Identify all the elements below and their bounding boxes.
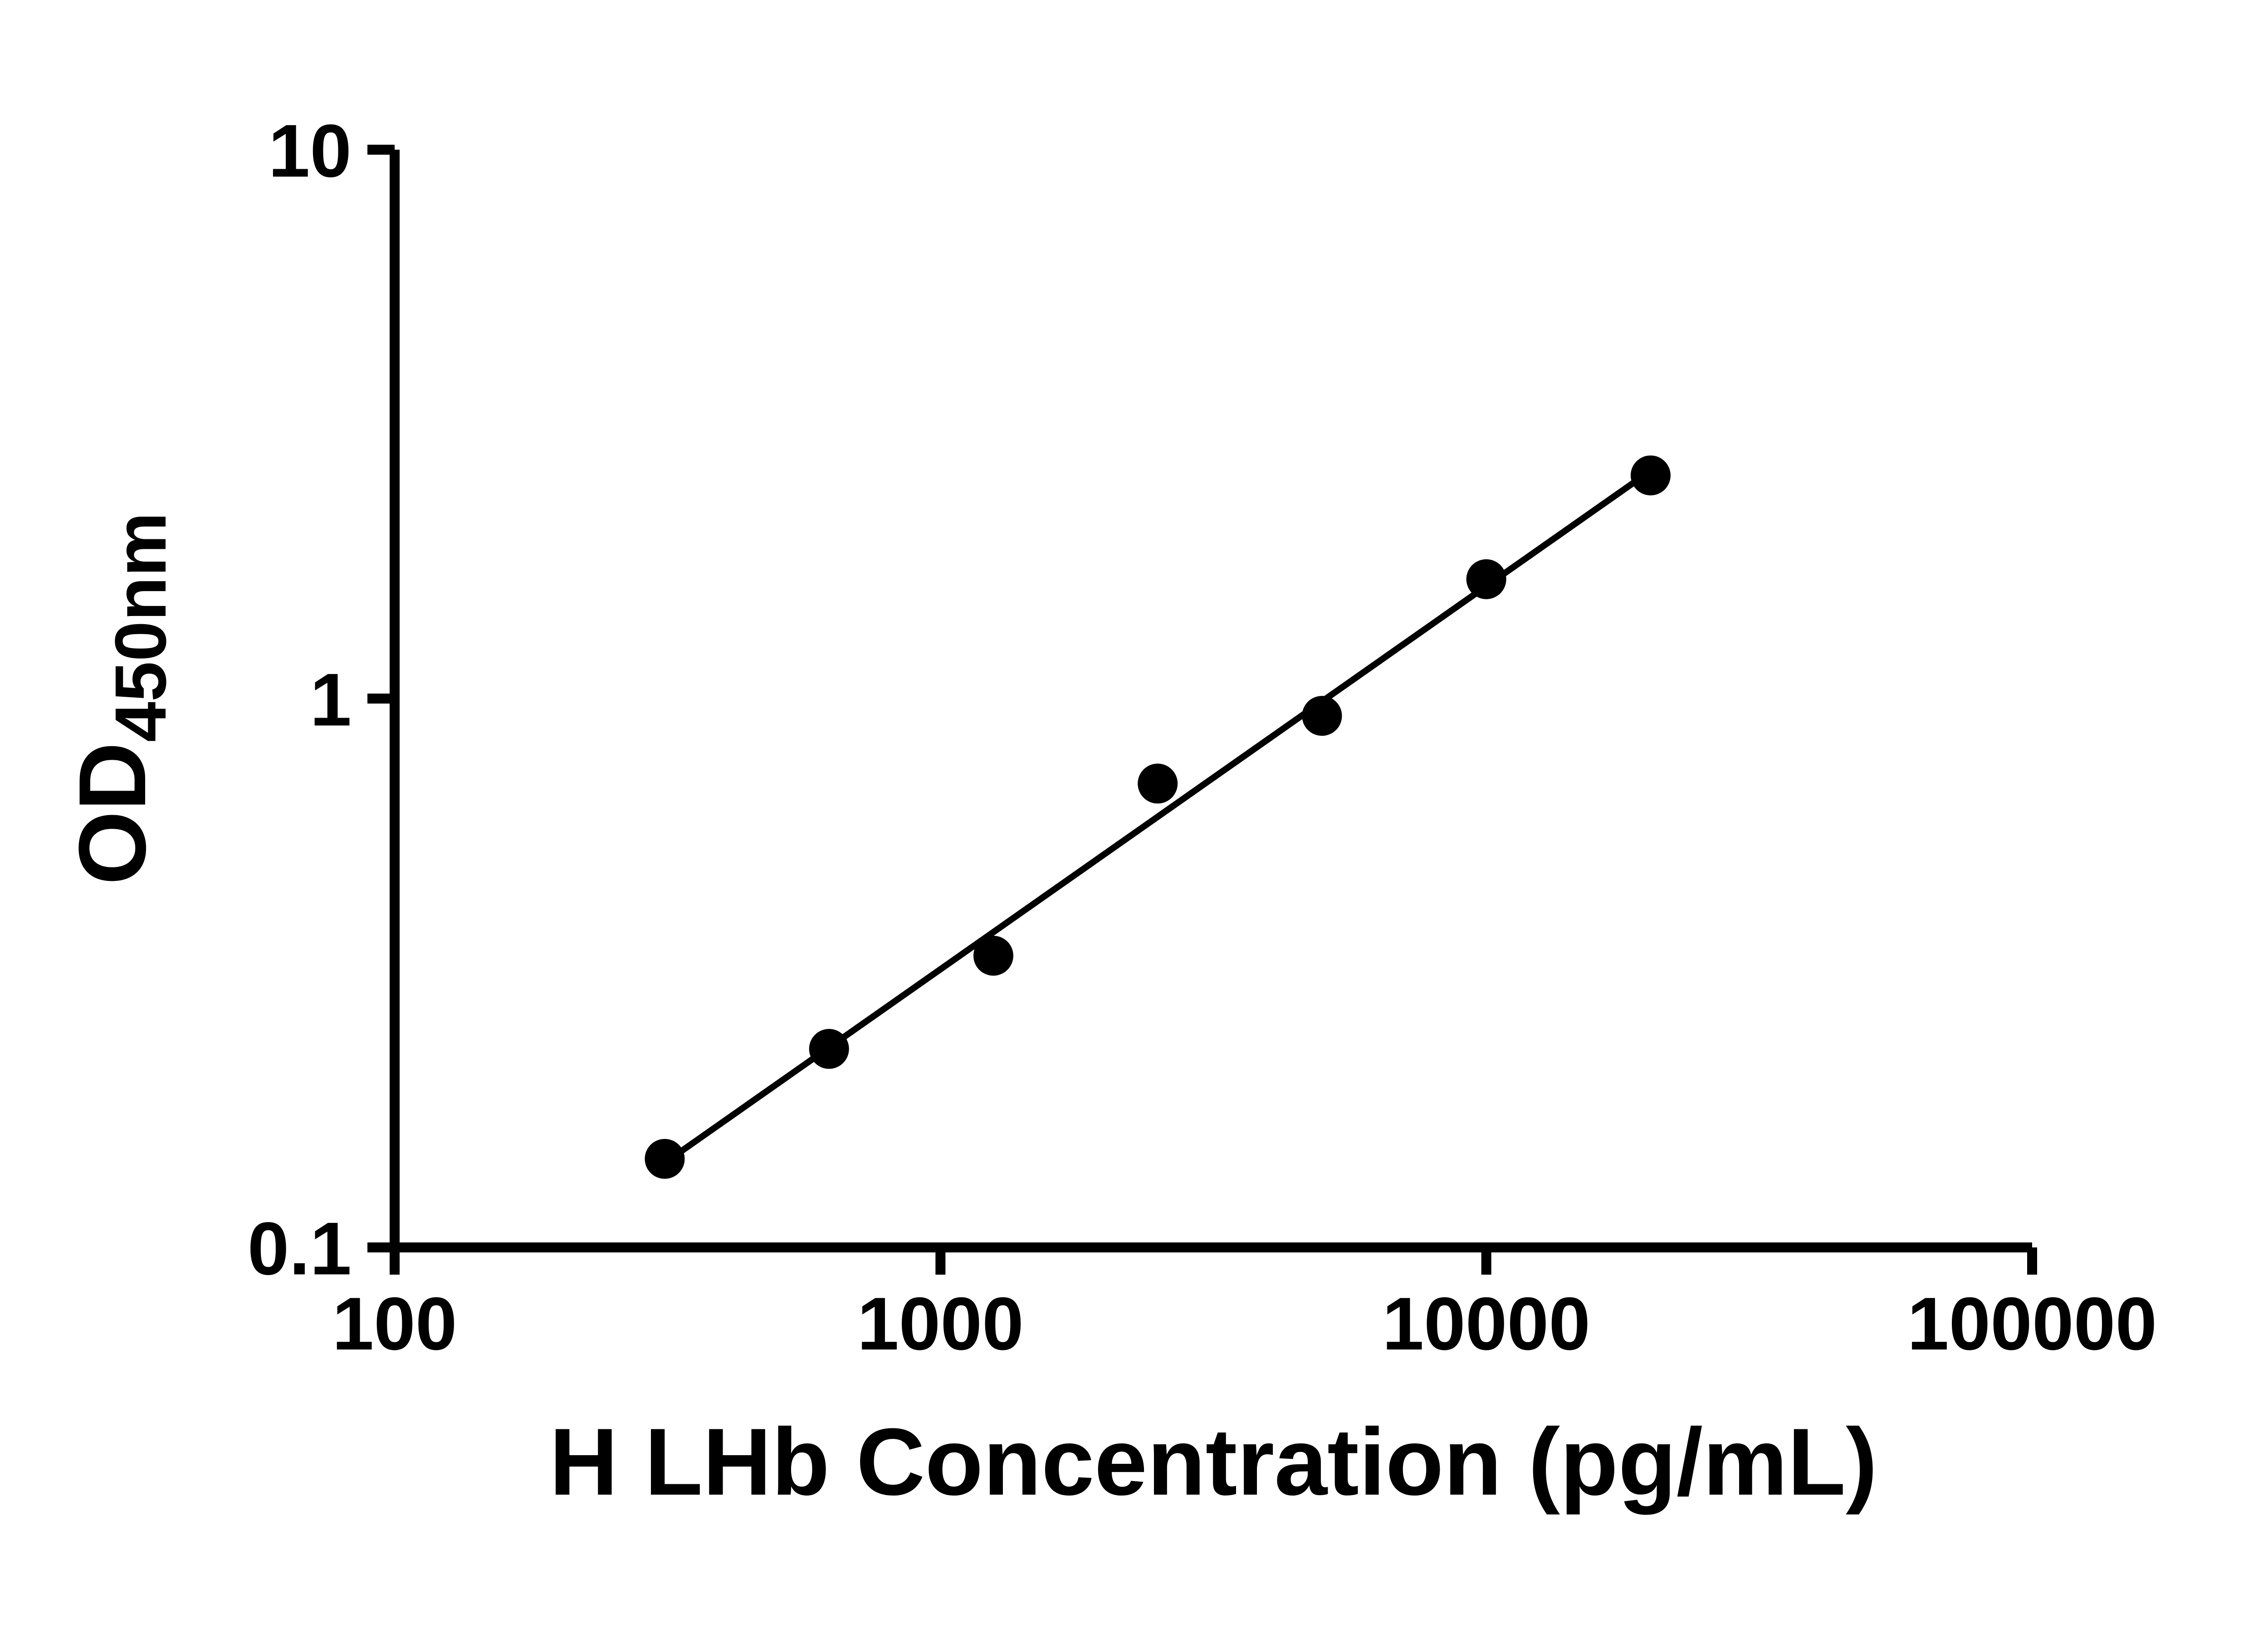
y-tick-label: 10 [268,109,352,192]
y-tick-label: 1 [310,658,352,741]
x-axis-title: H LHb Concentration (pg/mL) [549,1408,1877,1515]
data-point [973,935,1013,976]
data-point [1466,559,1506,599]
data-point [809,1029,849,1069]
x-tick-label: 1000 [857,1282,1024,1365]
y-axis-title-main: OD [59,742,166,885]
y-axis-title: OD450nm [59,512,181,885]
data-point [1302,696,1342,736]
y-tick-label: 0.1 [248,1207,352,1290]
data-point [645,1139,685,1179]
x-tick-label: 100000 [1907,1282,2157,1365]
data-point [1138,763,1178,804]
x-tick-label: 100 [332,1282,457,1365]
x-tick-label: 10000 [1382,1282,1590,1365]
data-point [1630,455,1671,496]
y-axis-title-subscript: 450nm [100,512,181,742]
